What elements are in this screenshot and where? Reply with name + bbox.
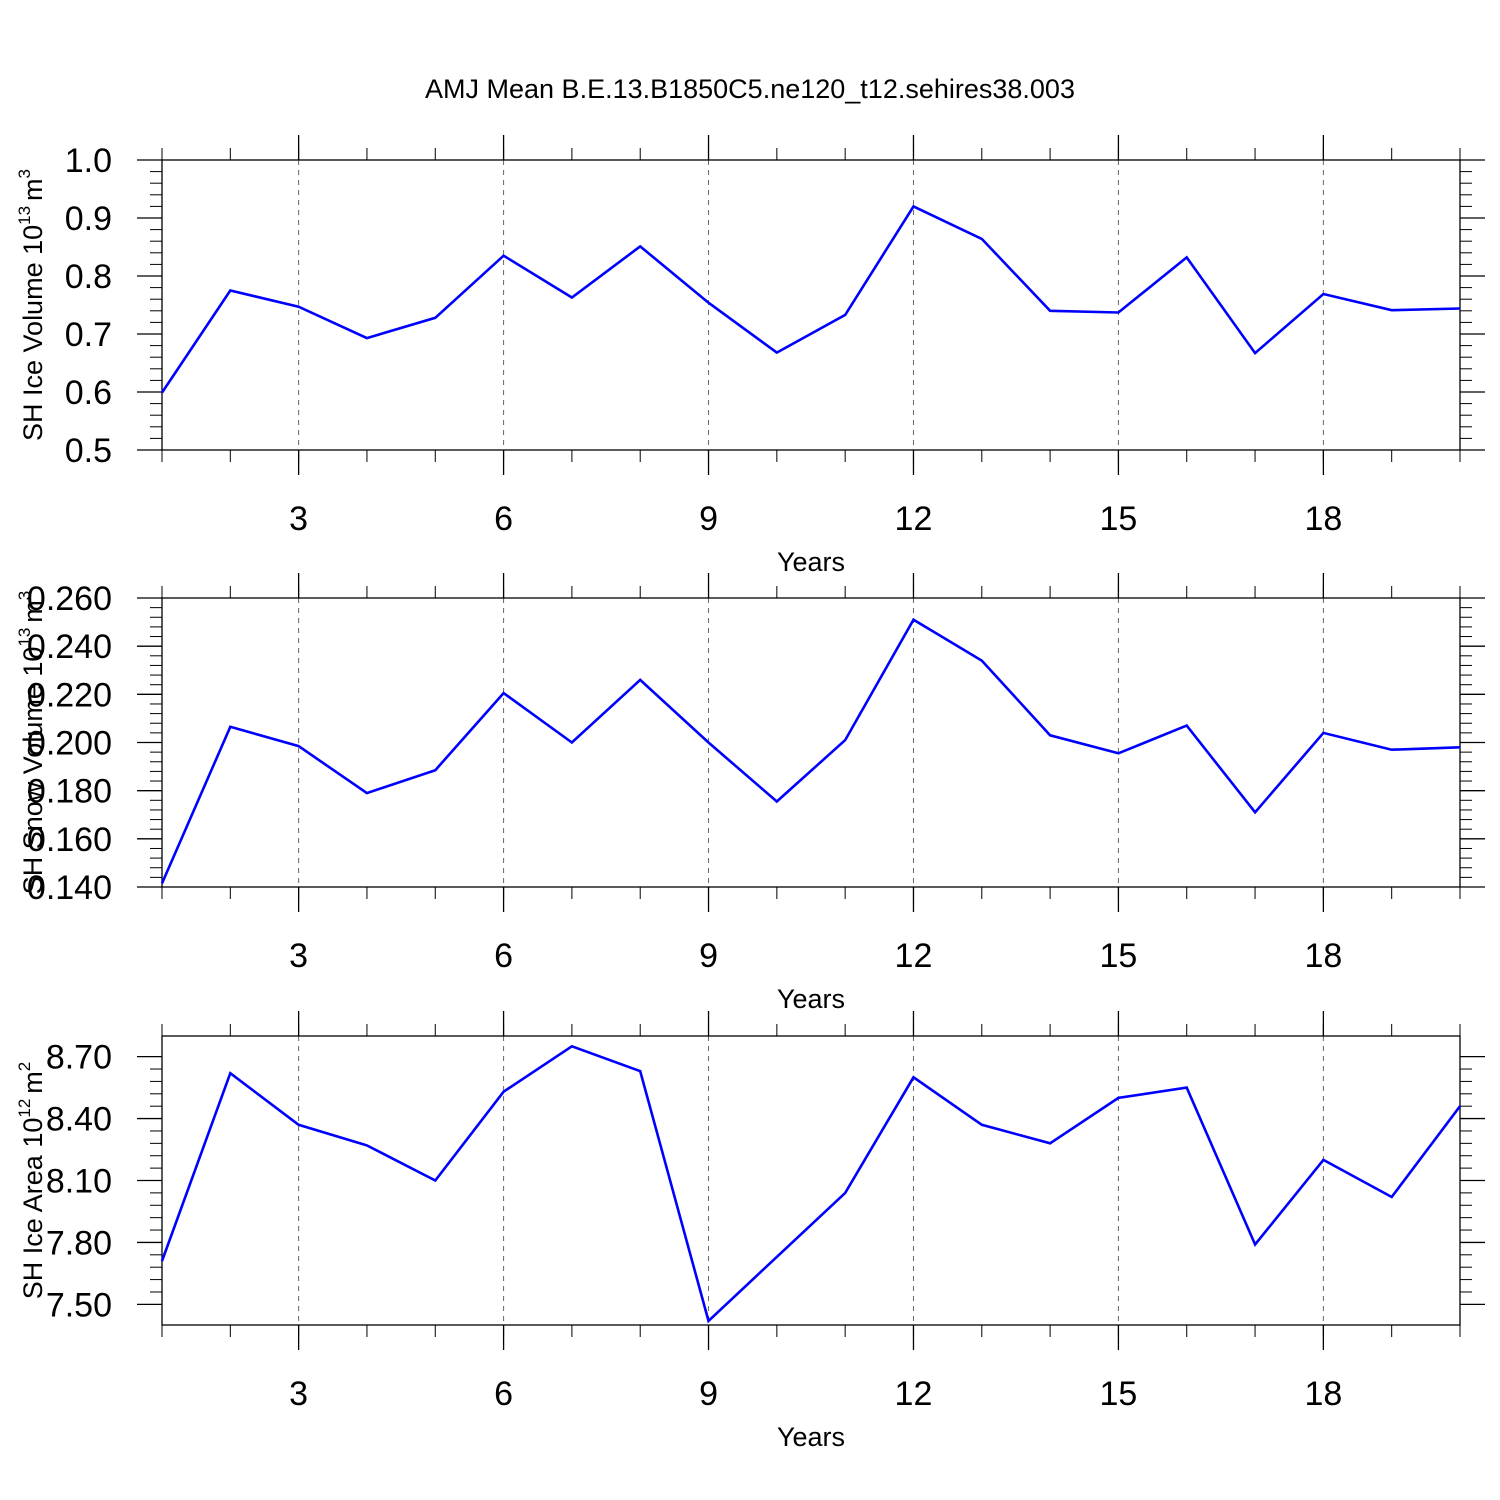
x-tick-label: 12 [895,1375,933,1413]
panel-2: 3 6 9 12 15 18 Years 0.140 0.160 0.180 0.200 0.220 0… [15,573,1485,1014]
y-axis-title: SH Ice Area 1012 m2 [15,1062,48,1300]
series-line [160,204,1461,394]
panels: 3 6 9 12 15 18 Years 0.5 0.6 0.7 0.8 0.9 1.0 SH Ice V… [15,135,1485,1452]
y-axis-title: SH Ice Volume 1013 m3 [15,169,48,441]
y-axis-title-exponent: 13 [15,628,34,647]
y-tick-label: 7.50 [46,1286,112,1324]
series-line [160,617,1461,884]
x-axis-title: Years [777,1422,845,1452]
y-axis-title-unit: m [18,178,48,201]
y-axis-title-unit-exponent: 3 [15,169,34,178]
y-tick-label: 0.8 [65,258,112,296]
y-axis-title: SH Snow Volume 1013 m3 [15,591,48,895]
y-tick-label: 8.40 [46,1101,112,1139]
y-tick-label: 0.140 [27,869,112,907]
x-tick-label: 9 [699,1375,718,1413]
x-tick-label: 12 [895,937,933,975]
panel-1: 3 6 9 12 15 18 Years 0.5 0.6 0.7 0.8 0.9 1.0 SH Ice V… [15,135,1485,577]
y-tick-label: 0.7 [65,316,112,354]
plot-frame [161,1035,1461,1326]
x-tick-label: 3 [289,500,308,538]
y-tick-label: 0.180 [27,773,112,811]
y-tick-label: 0.220 [27,676,112,714]
x-tick-label: 12 [895,500,933,538]
y-axis-title-exponent: 13 [15,206,34,225]
y-tick-label: 0.260 [27,580,112,618]
x-tick-label: 18 [1304,500,1342,538]
y-tick-label: 0.6 [65,374,112,412]
x-tick-label: 18 [1304,937,1342,975]
y-axis-title-text: SH Ice Area 10 [18,1118,48,1300]
y-axis-title-text: SH Snow Volume 10 [18,647,48,895]
y-tick-label: 7.80 [46,1224,112,1262]
figure-title: AMJ Mean B.E.13.B1850C5.ne120_t12.sehire… [425,74,1075,104]
x-tick-label: 6 [494,937,513,975]
y-axis-title-unit-exponent: 3 [15,591,34,600]
x-tick-label: 6 [494,1375,513,1413]
y-axis-title-unit: m [18,600,48,623]
y-tick-label: 8.70 [46,1039,112,1077]
x-tick-label: 9 [699,937,718,975]
y-axis-title-unit: m [18,1071,48,1094]
x-tick-label: 3 [289,1375,308,1413]
x-tick-label: 3 [289,937,308,975]
y-axis-title-unit-exponent: 2 [15,1062,34,1071]
x-tick-label: 18 [1304,1375,1342,1413]
x-axis-title: Years [777,984,845,1014]
y-tick-label: 8.10 [46,1163,112,1201]
y-tick-label: 0.240 [27,628,112,666]
x-tick-label: 15 [1100,937,1138,975]
x-tick-label: 15 [1100,1375,1138,1413]
y-tick-label: 1.0 [65,142,112,180]
plot-frame [161,597,1461,888]
x-axis-title: Years [777,547,845,577]
y-tick-label: 0.9 [65,200,112,238]
y-tick-label: 0.160 [27,821,112,859]
plot-frame [161,159,1461,451]
x-tick-label: 9 [699,500,718,538]
series-line [160,1044,1462,1324]
y-tick-label: 0.200 [27,725,112,763]
y-tick-label: 0.5 [65,432,112,470]
y-axis-title-text: SH Ice Volume 10 [18,225,48,441]
x-tick-label: 15 [1100,500,1138,538]
y-axis-title-exponent: 12 [15,1099,34,1118]
x-tick-label: 6 [494,500,513,538]
